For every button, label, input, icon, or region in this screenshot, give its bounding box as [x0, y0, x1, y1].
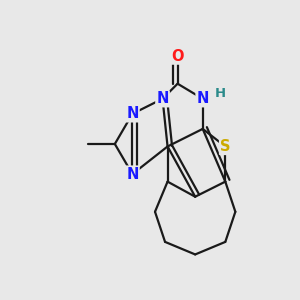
Text: O: O [171, 49, 184, 64]
Text: N: N [196, 91, 209, 106]
Text: N: N [126, 106, 139, 121]
Text: N: N [156, 91, 169, 106]
Text: H: H [215, 87, 226, 100]
Text: N: N [126, 167, 139, 182]
Text: S: S [220, 139, 231, 154]
